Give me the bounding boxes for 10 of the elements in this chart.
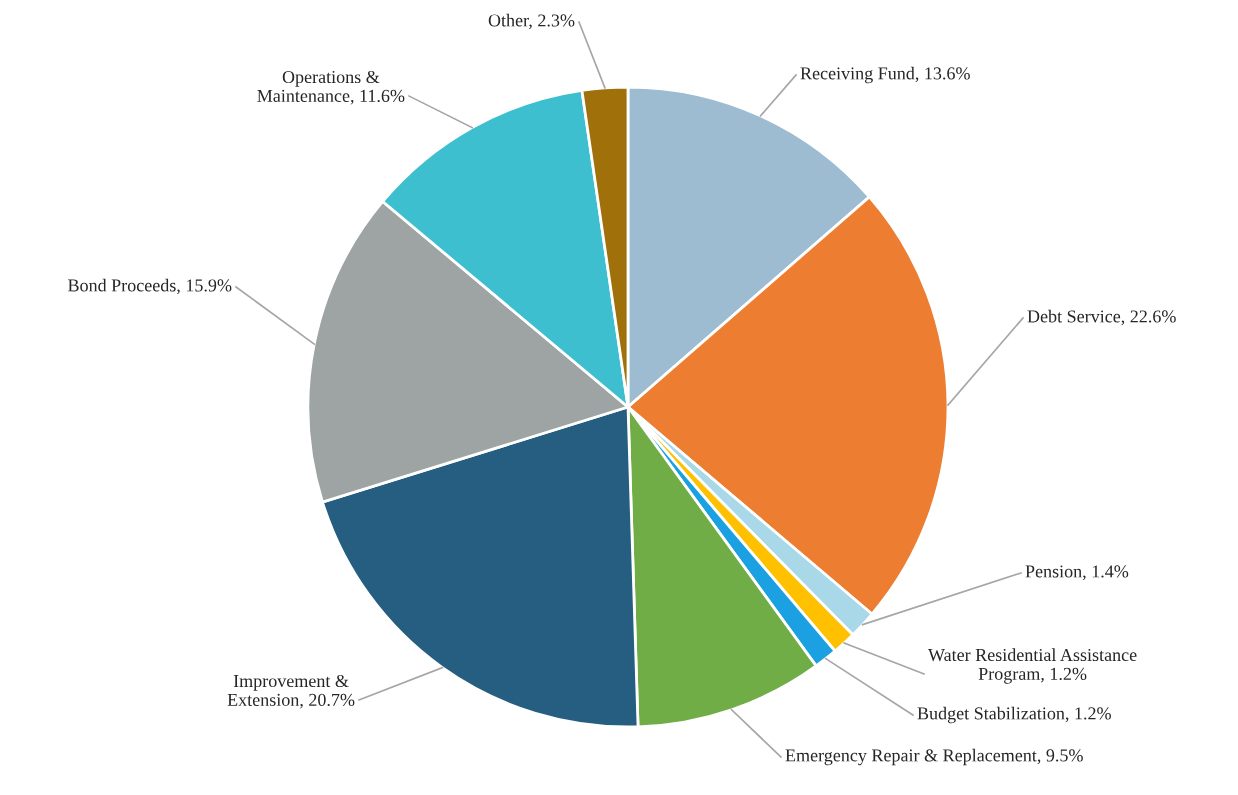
slice-label: Debt Service, 22.6% — [1027, 309, 1176, 326]
slice-label: Budget Stabilization, 1.2% — [917, 706, 1111, 724]
slice-label: Water Residential Assistance Program, 1.2% — [928, 648, 1137, 684]
slice-label: Pension, 1.4% — [1025, 565, 1129, 581]
slice-label: Emergency Repair & Replacement, 9.5% — [785, 748, 1083, 766]
slice-label: Bond Proceeds, 15.9% — [68, 278, 232, 295]
slice-label: Receiving Fund, 13.6% — [800, 66, 970, 84]
slice-label: Operations & Maintenance, 11.6% — [257, 70, 405, 105]
slice-label: Other, 2.3% — [488, 13, 575, 30]
slice-label: Improvement & Extension, 20.7% — [227, 674, 355, 709]
